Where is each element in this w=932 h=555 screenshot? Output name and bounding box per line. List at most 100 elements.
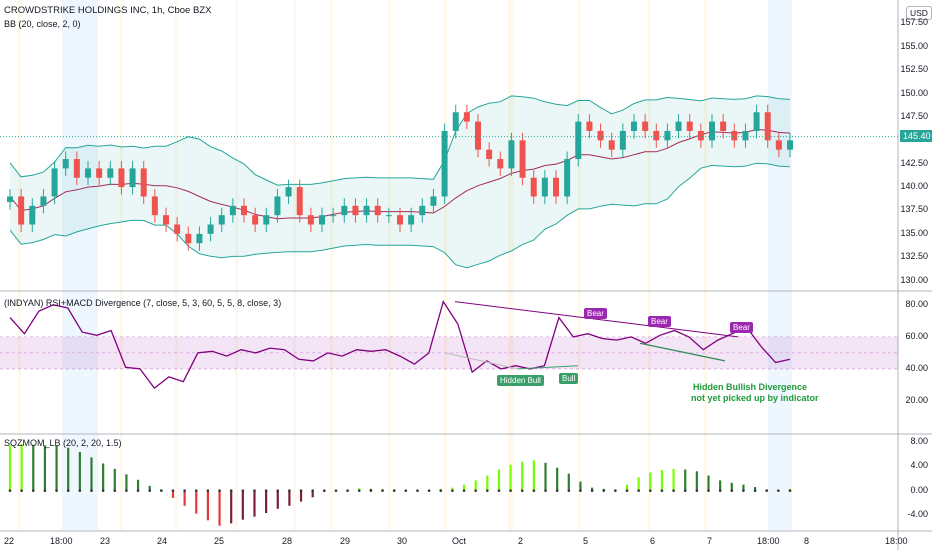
sqz-dot xyxy=(753,489,757,492)
candle-body xyxy=(107,168,114,178)
candle-body xyxy=(430,196,437,206)
sqz-dot xyxy=(55,489,58,492)
time-axis-label: 5 xyxy=(583,536,589,546)
sqz-dot xyxy=(730,489,734,492)
bb-upper-band xyxy=(9,95,791,186)
sqz-dot xyxy=(590,489,594,492)
sqz-dot xyxy=(486,489,489,492)
hidden-bull-label: Hidden Bull xyxy=(497,375,544,386)
sqz-dot xyxy=(357,489,361,492)
sqz-dot xyxy=(276,489,280,492)
time-axis-label: 25 xyxy=(214,536,225,546)
sqz-dot xyxy=(427,489,431,492)
sqz-dot xyxy=(788,489,792,492)
sqz-dot xyxy=(695,489,699,492)
sqz-dot xyxy=(614,489,617,492)
time-axis-label: 7 xyxy=(707,536,713,546)
rsi-axis-tick: 20.00 xyxy=(905,394,928,405)
sqz-dot xyxy=(392,489,396,492)
candle-body xyxy=(631,121,637,131)
time-axis-label: 23 xyxy=(100,536,111,546)
rsi-line xyxy=(9,300,791,390)
time-axis-label: Oct xyxy=(452,536,467,546)
candle-body xyxy=(85,168,91,178)
candle-body xyxy=(341,205,348,216)
sqz-dot xyxy=(637,489,640,492)
session-shade xyxy=(293,0,296,530)
sqz-dot xyxy=(683,489,687,492)
time-axis-label: 22 xyxy=(4,536,15,546)
session-shade xyxy=(18,0,21,530)
time-axis-label: 18:00 xyxy=(757,536,780,546)
candle-body xyxy=(475,121,481,150)
currency-button[interactable]: USD xyxy=(906,6,932,20)
candle-body xyxy=(753,112,760,131)
sqz-dot xyxy=(439,489,443,492)
candle-body xyxy=(586,121,593,131)
sqz-dot xyxy=(777,489,780,492)
time-axis-label: 24 xyxy=(157,536,168,546)
sqz-dot xyxy=(520,489,524,492)
candle-body xyxy=(497,159,504,169)
candle-body xyxy=(196,233,203,244)
hidden-bull-divergence-line xyxy=(444,352,519,370)
price-axis-tick: 142.50 xyxy=(900,157,928,168)
sqz-indicator-label[interactable]: SQZMOM_LB (20, 2, 20, 1.5) xyxy=(4,438,122,448)
candle-body xyxy=(564,159,571,197)
divergence-note-line2: not yet picked up by indicator xyxy=(691,393,819,403)
sqz-dot xyxy=(346,489,349,492)
sqz-dot xyxy=(264,489,268,492)
sqz-dot xyxy=(381,489,384,492)
candle-body xyxy=(29,205,36,225)
candle-body xyxy=(441,130,448,197)
candle-body xyxy=(330,215,337,217)
candle-body xyxy=(352,205,359,216)
bb-indicator-label[interactable]: BB (20, close, 2, 0) xyxy=(4,19,81,29)
sqz-dot xyxy=(311,489,314,492)
candle-body xyxy=(96,168,103,178)
candle-body xyxy=(709,121,715,141)
candle-body xyxy=(653,130,660,141)
sqz-dot xyxy=(206,489,210,492)
bear-label-2: Bear xyxy=(648,316,671,327)
candle-body xyxy=(7,196,13,203)
candle-body xyxy=(73,159,80,178)
time-axis-label: 6 xyxy=(650,536,656,546)
session-shade xyxy=(388,0,391,530)
price-axis-tick: 157.50 xyxy=(900,17,928,28)
sqz-dot xyxy=(334,489,338,492)
candle-body xyxy=(463,112,470,122)
sqz-dot xyxy=(765,489,769,492)
candle-body xyxy=(151,196,158,216)
time-axis-label: 18:00 xyxy=(885,536,908,546)
price-axis-tick: 152.50 xyxy=(900,64,928,75)
session-shade xyxy=(175,0,178,530)
candle-body xyxy=(285,187,292,197)
sqz-axis-tick: 4.00 xyxy=(910,460,928,471)
sqz-dot xyxy=(555,489,559,492)
sqz-dot xyxy=(101,489,105,492)
session-shade xyxy=(330,0,333,530)
session-shade xyxy=(578,0,581,530)
sqz-dot xyxy=(369,489,373,492)
price-axis-tick: 155.00 xyxy=(900,40,928,51)
candle-body xyxy=(397,215,403,225)
candle-body xyxy=(252,215,259,225)
sqz-axis-tick: 8.00 xyxy=(910,436,928,447)
price-axis-tick: 132.50 xyxy=(900,251,928,262)
price-axis-tick: 130.00 xyxy=(900,274,928,285)
sqz-dot xyxy=(532,489,536,492)
sqz-dot xyxy=(660,489,664,492)
candle-body xyxy=(62,159,69,169)
sqz-dot xyxy=(451,489,454,492)
session-shade xyxy=(648,0,651,530)
candle-body xyxy=(185,233,192,244)
candle-body xyxy=(385,215,392,217)
candle-body xyxy=(675,121,682,131)
rsi-indicator-label[interactable]: (INDYAN) RSI+MACD Divergence (7, close, … xyxy=(4,298,282,308)
candle-body xyxy=(619,130,626,150)
candle-body xyxy=(508,140,515,169)
candle-body xyxy=(51,168,58,197)
